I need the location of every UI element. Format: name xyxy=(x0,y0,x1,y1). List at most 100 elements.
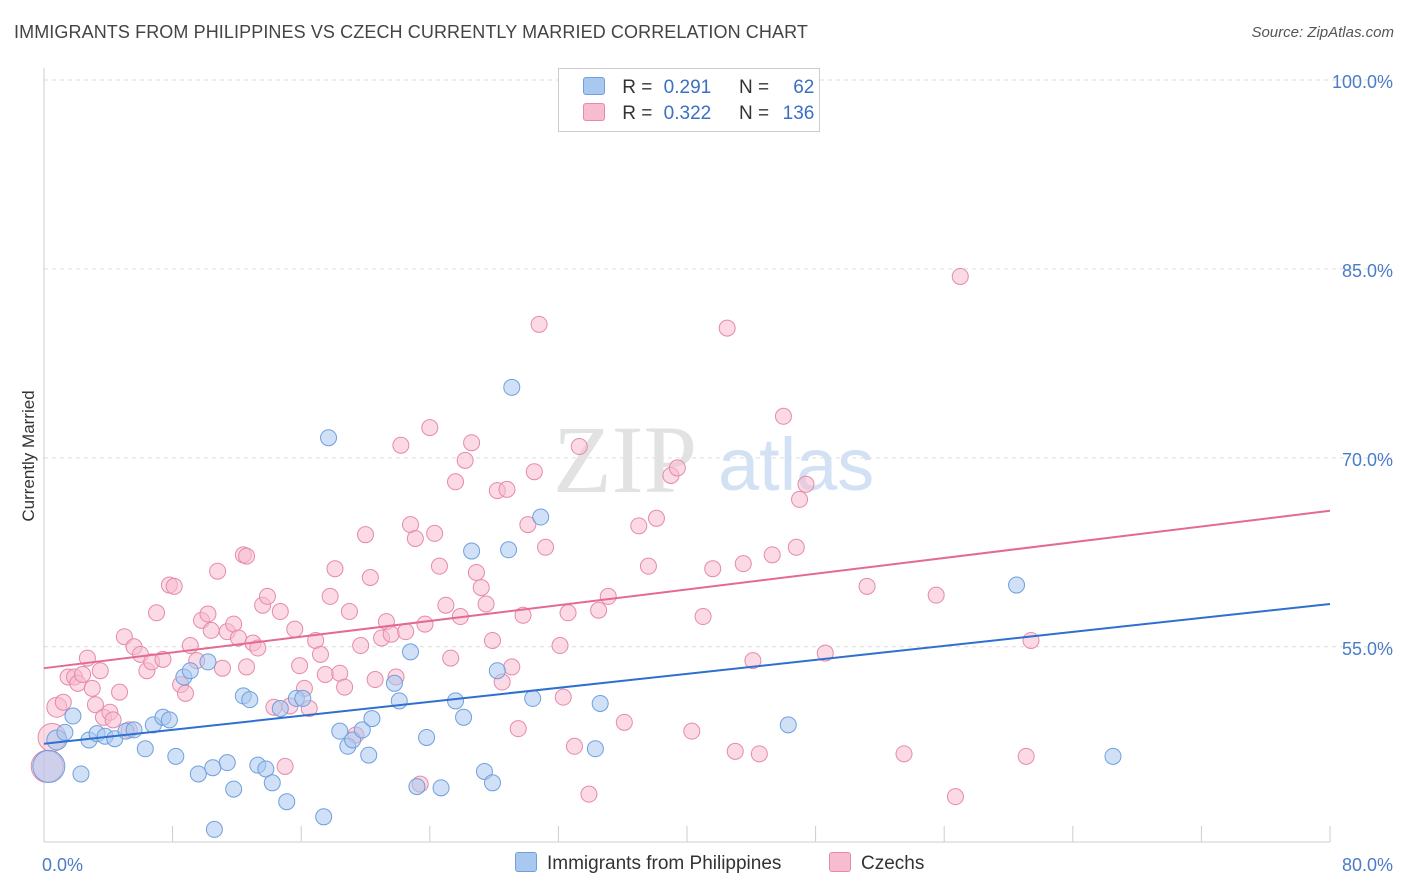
philippines-point xyxy=(532,508,550,526)
philippines-point xyxy=(360,746,378,764)
y-tick-label: 55.0% xyxy=(1342,639,1393,659)
czechs-point xyxy=(551,637,569,655)
czechs-point xyxy=(258,587,276,605)
czechs-point xyxy=(537,538,555,556)
philippines-point xyxy=(241,691,259,709)
philippines-point xyxy=(167,747,185,765)
czechs-point xyxy=(83,679,101,697)
czechs-point xyxy=(238,547,256,565)
philippines-point xyxy=(353,721,371,739)
czechs-point xyxy=(361,569,379,587)
czechs-point xyxy=(91,662,109,680)
czechs-point xyxy=(509,720,527,738)
czechs-point xyxy=(276,757,294,775)
czechs-point xyxy=(104,711,122,729)
philippines-point xyxy=(455,708,473,726)
philippines-point xyxy=(503,378,521,396)
czechs-point xyxy=(565,737,583,755)
czechs-point xyxy=(336,678,354,696)
czechs-point xyxy=(456,451,474,469)
czechs-point xyxy=(734,555,752,573)
czechs-point xyxy=(580,785,598,803)
czechs-point xyxy=(316,665,334,683)
czechs-point xyxy=(447,473,465,491)
legend-n-label: N = xyxy=(738,103,770,124)
czechs-point xyxy=(503,658,521,676)
philippines-point xyxy=(591,694,609,712)
czechs-point xyxy=(639,557,657,575)
philippines-point xyxy=(408,778,426,796)
czechs-point xyxy=(647,509,665,527)
czechs-point xyxy=(797,475,815,493)
czechs-point xyxy=(1017,747,1035,765)
czechs-point xyxy=(286,620,304,638)
philippines-point xyxy=(1008,576,1026,594)
czechs-point xyxy=(165,577,183,595)
axes xyxy=(43,68,1331,843)
legend-r-value: 0.322 xyxy=(663,103,712,124)
czechs-point xyxy=(154,650,172,668)
czechs-point xyxy=(442,649,460,667)
philippines-point xyxy=(315,808,333,826)
czechs-point xyxy=(477,595,495,613)
czechs-point xyxy=(357,526,374,544)
chart-title: IMMIGRANTS FROM PHILIPPINES VS CZECH CUR… xyxy=(14,22,808,42)
czechs-point xyxy=(630,517,648,535)
czechs-point xyxy=(750,745,768,763)
czechs-trend-line xyxy=(43,509,1331,670)
czechs-point xyxy=(199,605,217,623)
philippines-point xyxy=(320,429,338,447)
x-tick-label: 80.0% xyxy=(1342,855,1393,875)
czechs-point xyxy=(321,587,339,605)
czechs-point xyxy=(787,538,805,556)
czechs-point xyxy=(430,557,448,575)
czechs-point xyxy=(397,623,415,641)
bottom-legend-label: Czechs xyxy=(861,853,925,874)
philippines-point xyxy=(432,779,450,797)
czechs-point xyxy=(340,603,358,621)
watermark: ZIP atlas xyxy=(553,406,874,513)
czechs-point xyxy=(483,631,501,649)
philippines-point xyxy=(64,707,82,725)
trend-lines xyxy=(43,509,1331,745)
philippines-point xyxy=(586,740,604,758)
czechs-point xyxy=(74,665,92,683)
philippines-point xyxy=(779,716,797,734)
philippines-point xyxy=(331,722,349,740)
czechs-point xyxy=(148,604,166,622)
czechs-point xyxy=(202,621,220,639)
philippines-point xyxy=(199,653,217,671)
czechs-point xyxy=(704,560,722,578)
legend-n-label: N = xyxy=(738,77,770,98)
y-tick-label: 85.0% xyxy=(1342,261,1393,281)
czechs-point xyxy=(249,639,267,657)
czechs-point xyxy=(514,606,532,624)
philippines-point xyxy=(363,710,381,728)
czechs-point xyxy=(382,625,400,643)
philippines-point xyxy=(271,699,289,717)
czechs-point xyxy=(946,788,964,806)
czechs-point xyxy=(554,688,572,706)
czechs-point xyxy=(54,693,72,711)
philippines-point xyxy=(418,728,436,746)
czechs-point xyxy=(426,524,444,542)
philippines-point xyxy=(263,774,281,792)
czechs-point xyxy=(774,407,792,425)
philippines-point xyxy=(294,689,312,707)
legend-row-philippines: R = 0.291 N = 62 xyxy=(583,77,814,103)
czechs-point xyxy=(111,683,129,701)
legend-r-value: 0.291 xyxy=(663,77,712,98)
bottom-legend-swatch-blue xyxy=(515,852,537,872)
czechs-point xyxy=(590,601,608,619)
czechs-points xyxy=(30,267,1040,806)
philippines-point xyxy=(257,760,275,778)
czechs-point xyxy=(213,659,231,677)
czechs-point xyxy=(791,490,809,508)
czechs-point xyxy=(525,463,543,481)
czechs-point xyxy=(668,459,686,477)
czechs-point xyxy=(352,637,370,655)
czechs-point xyxy=(570,438,588,456)
y-axis-label: Currently Married xyxy=(19,390,38,521)
philippines-point xyxy=(189,765,207,783)
